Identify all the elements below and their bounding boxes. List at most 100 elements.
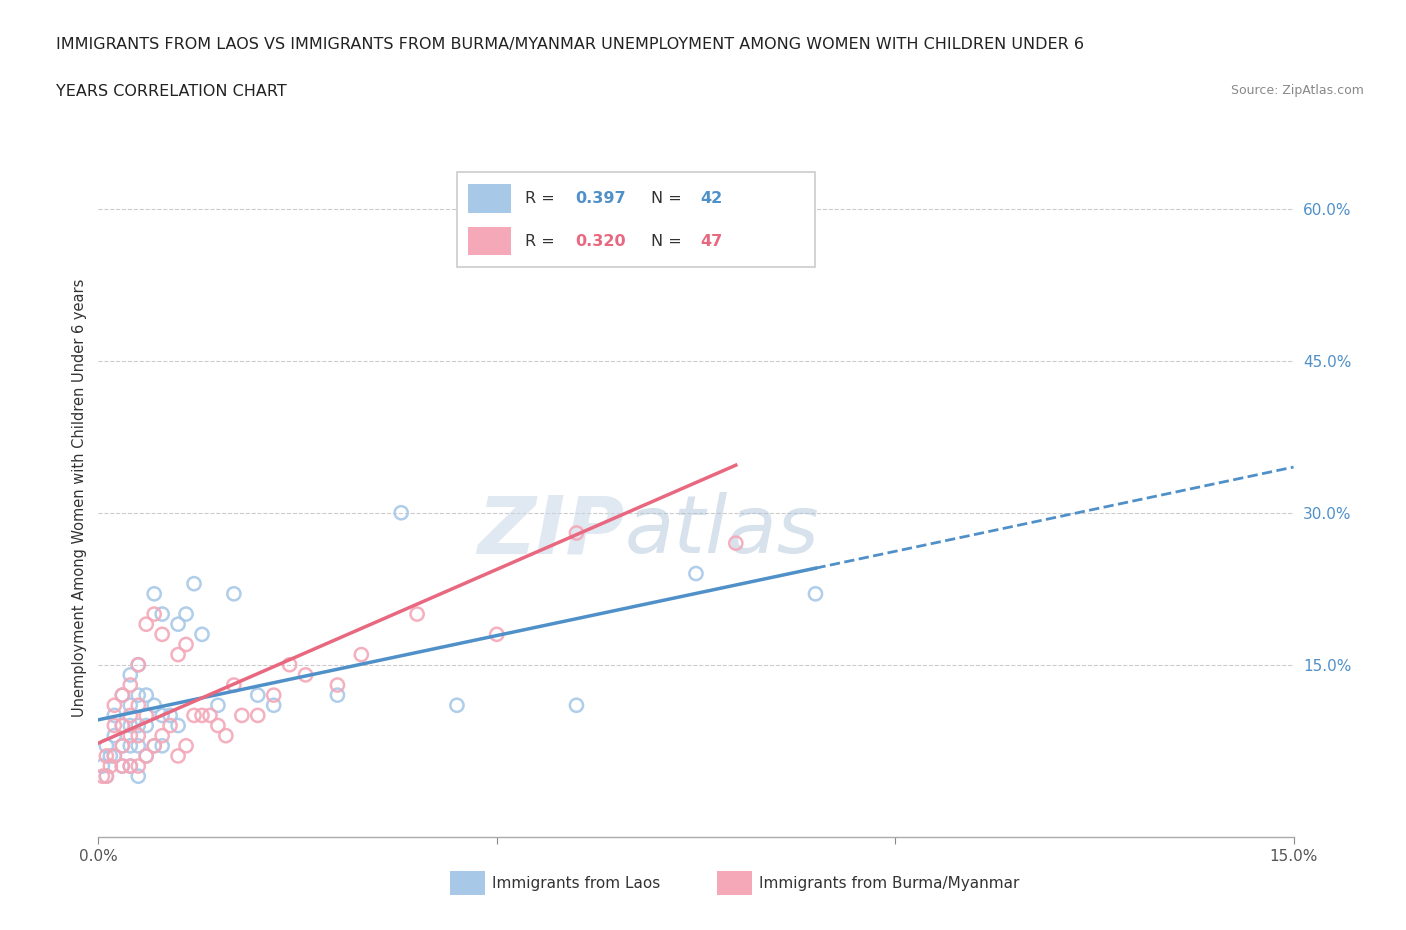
Point: [246, 708, 269, 723]
Point: [389, 505, 412, 520]
Point: [263, 698, 285, 712]
Point: [565, 525, 588, 540]
Point: [150, 738, 173, 753]
Point: [565, 698, 588, 712]
Point: [143, 587, 166, 602]
Point: [191, 627, 214, 642]
Point: [103, 749, 125, 764]
Point: [326, 678, 349, 693]
Point: [98, 759, 122, 774]
Point: [135, 749, 157, 764]
Point: [167, 718, 190, 733]
Point: [485, 627, 508, 642]
Point: [111, 738, 134, 753]
Point: [135, 749, 157, 764]
Point: [103, 718, 125, 733]
Point: [150, 606, 173, 621]
Point: [246, 687, 269, 702]
Point: [263, 687, 285, 702]
Point: [127, 738, 149, 753]
Point: [111, 759, 134, 774]
Point: [150, 708, 173, 723]
Point: [103, 698, 125, 712]
Point: [127, 698, 149, 712]
Point: [222, 587, 245, 602]
Point: [120, 759, 142, 774]
Point: [143, 738, 166, 753]
Point: [96, 769, 118, 784]
Text: YEARS CORRELATION CHART: YEARS CORRELATION CHART: [56, 84, 287, 99]
Point: [326, 687, 349, 702]
Point: [111, 759, 134, 774]
Point: [103, 708, 125, 723]
Point: [120, 678, 142, 693]
Point: [120, 668, 142, 683]
Point: [103, 728, 125, 743]
Point: [231, 708, 253, 723]
Point: [183, 577, 205, 591]
Point: [120, 728, 142, 743]
Point: [143, 738, 166, 753]
Point: [120, 759, 142, 774]
Point: [150, 627, 173, 642]
Point: [135, 617, 157, 631]
Point: [111, 687, 134, 702]
Point: [461, 252, 484, 267]
Point: [167, 749, 190, 764]
Point: [127, 728, 149, 743]
Point: [222, 678, 245, 693]
Point: [159, 718, 181, 733]
Point: [278, 658, 301, 672]
Point: [127, 658, 149, 672]
Point: [143, 698, 166, 712]
Y-axis label: Unemployment Among Women with Children Under 6 years: Unemployment Among Women with Children U…: [72, 278, 87, 717]
Point: [143, 606, 166, 621]
Point: [127, 718, 149, 733]
Point: [120, 738, 142, 753]
Point: [724, 536, 747, 551]
Point: [350, 647, 373, 662]
Point: [111, 718, 134, 733]
Point: [91, 759, 114, 774]
Point: [685, 566, 707, 581]
Point: [127, 687, 149, 702]
Point: [135, 718, 157, 733]
Point: [120, 708, 142, 723]
Point: [120, 698, 142, 712]
Text: ZIP: ZIP: [477, 493, 624, 570]
Point: [174, 637, 197, 652]
Point: [174, 606, 197, 621]
Point: [207, 698, 229, 712]
Point: [127, 759, 149, 774]
Point: [183, 708, 205, 723]
Point: [159, 708, 181, 723]
Point: [294, 668, 316, 683]
Point: [174, 738, 197, 753]
Point: [804, 587, 827, 602]
Point: [135, 687, 157, 702]
Point: [96, 749, 118, 764]
Text: atlas: atlas: [624, 493, 820, 570]
Point: [406, 606, 429, 621]
Point: [127, 769, 149, 784]
Point: [103, 749, 125, 764]
Point: [111, 718, 134, 733]
Point: [167, 647, 190, 662]
Text: IMMIGRANTS FROM LAOS VS IMMIGRANTS FROM BURMA/MYANMAR UNEMPLOYMENT AMONG WOMEN W: IMMIGRANTS FROM LAOS VS IMMIGRANTS FROM …: [56, 37, 1084, 52]
Point: [215, 728, 238, 743]
Point: [96, 738, 118, 753]
Point: [191, 708, 214, 723]
Text: Source: ZipAtlas.com: Source: ZipAtlas.com: [1230, 84, 1364, 97]
Text: Immigrants from Laos: Immigrants from Laos: [492, 876, 661, 891]
Point: [150, 728, 173, 743]
Point: [167, 617, 190, 631]
Point: [198, 708, 221, 723]
Point: [91, 769, 114, 784]
Point: [127, 658, 149, 672]
Point: [135, 708, 157, 723]
Point: [111, 687, 134, 702]
Point: [446, 698, 468, 712]
Point: [207, 718, 229, 733]
Point: [96, 769, 118, 784]
Point: [120, 718, 142, 733]
